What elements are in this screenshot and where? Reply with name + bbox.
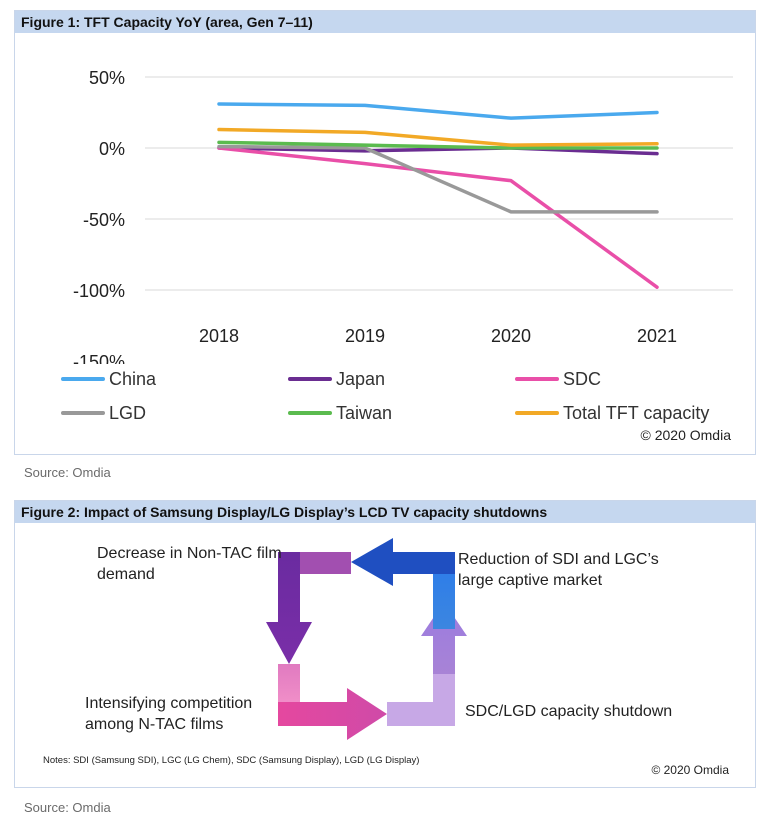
figure-2-notes: Notes: SDI (Samsung SDI), LGC (LG Chem),… [43,755,420,766]
text-top-right-line1: Reduction of SDI and LGC’s [458,551,659,568]
legend-label: Taiwan [336,402,393,423]
grid-lines [145,76,733,291]
legend-swatch [288,411,332,415]
figure-1-panel: Figure 1: TFT Capacity YoY (area, Gen 7–… [14,10,756,455]
legend-swatch [515,411,559,415]
cycle-diagram [266,538,467,740]
figure-1-copyright: © 2020 Omdia [640,427,731,443]
text-bottom-left: Intensifying competition among N-TAC fil… [85,693,252,735]
figure-1-title: Figure 1: TFT Capacity YoY (area, Gen 7–… [15,11,755,33]
text-bottom-left-line1: Intensifying competition [85,695,253,712]
legend-label: Total TFT capacity [563,402,710,423]
legend-swatch [288,377,332,381]
bottom-arrow [278,688,387,740]
legend-item: Japan [288,368,385,390]
y-tick-label: -100% [73,281,125,301]
legend-swatch [61,377,105,381]
legend-item: Taiwan [288,402,392,424]
series-line-japan [217,146,659,156]
right-band-upper [433,574,455,629]
up-arrow-right [421,602,467,674]
x-tick-label: 2018 [199,326,239,346]
legend-label: Japan [336,368,386,389]
figure-2-source: Source: Omdia [24,800,111,815]
series-line-sdc [217,146,659,289]
text-bottom-left-line2: among N-TAC films [85,716,224,733]
text-top-left-line1: Decrease in Non-TAC film [97,545,282,562]
line-chart: 50% 0% -50% -100% -150% 2018 2019 2020 2021 [73,68,733,364]
legend-item: SDC [515,368,601,390]
x-axis-tick-labels: 2018 2019 2020 2021 [199,326,677,346]
legend-label: SDC [563,368,602,389]
figure-2-title: Figure 2: Impact of Samsung Display/LG D… [15,501,755,523]
series-line-lgd [217,144,659,214]
series-lines [217,102,659,289]
y-tick-label: -150% [73,352,125,364]
y-tick-label: 50% [89,68,125,88]
left-band-lower [278,664,300,702]
y-axis-tick-labels: 50% 0% -50% -100% -150% [73,68,125,364]
y-tick-label: -50% [83,210,125,230]
figure-2-panel: Figure 2: Impact of Samsung Display/LG D… [14,500,756,788]
figure-1-source: Source: Omdia [24,465,111,480]
text-top-right-line2: large captive market [458,572,603,589]
legend-item: Total TFT capacity [515,402,709,424]
series-line-china [217,102,659,120]
x-tick-label: 2021 [637,326,677,346]
text-top-left-line2: demand [97,566,155,583]
legend-label: China [109,368,157,389]
top-arrow [351,538,455,586]
series-line-taiwan [217,140,659,150]
legend-item: China [61,368,156,390]
y-tick-label: 0% [99,139,125,159]
text-bottom-right: SDC/LGD capacity shutdown [465,703,673,720]
legend-item: LGD [61,402,146,424]
legend-label: LGD [109,402,147,423]
top-band-left [300,552,351,574]
x-tick-label: 2020 [491,326,531,346]
series-line-total-tft-capacity [217,127,659,147]
text-top-right: Reduction of SDI and LGC’s large captive… [458,549,659,591]
x-tick-label: 2019 [345,326,385,346]
figure-2-copyright: © 2020 Omdia [651,763,729,777]
down-arrow-left [266,552,312,664]
legend-swatch [61,411,105,415]
legend-swatch [515,377,559,381]
text-top-left: Decrease in Non-TAC film demand [97,543,282,585]
